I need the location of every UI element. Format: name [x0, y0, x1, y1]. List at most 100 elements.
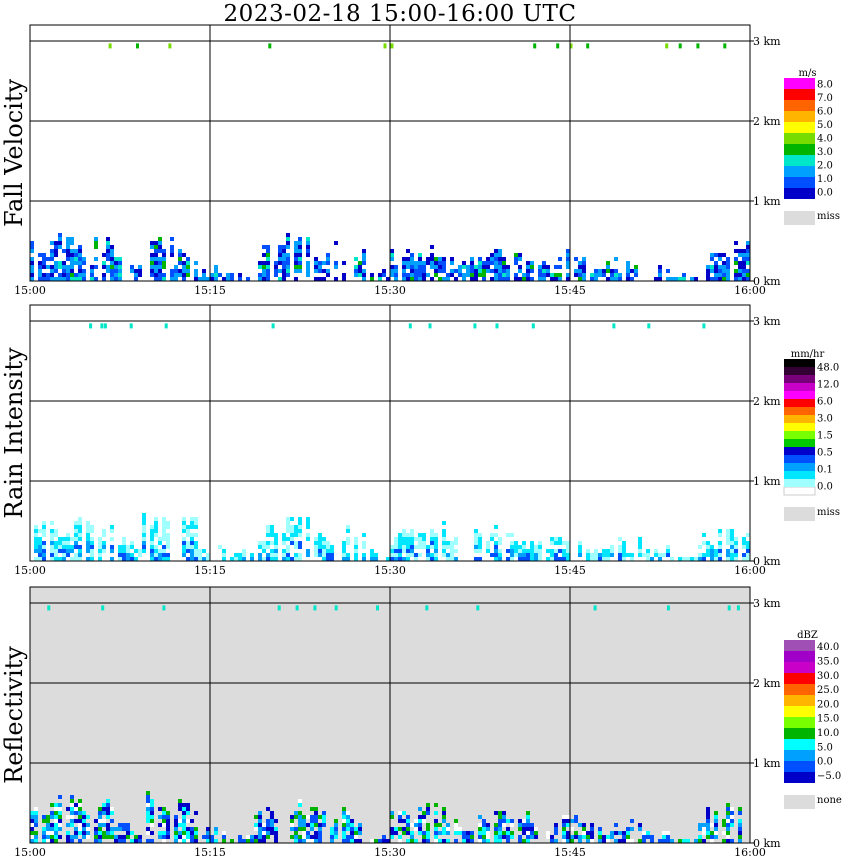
echo-cell: [66, 545, 70, 549]
echo-cell: [630, 269, 634, 273]
echo-cell: [706, 815, 710, 819]
colorbar-unit: m/s: [799, 68, 817, 79]
echo-cell: [278, 277, 282, 281]
echo-cell: [38, 545, 42, 549]
echo-cell: [554, 823, 558, 827]
echo-cell: [182, 261, 186, 265]
x-tick-label: 16:00: [734, 284, 766, 297]
echo-cell: [194, 517, 198, 521]
echo-cell: [130, 545, 134, 549]
echo-cell: [78, 245, 82, 249]
echo-cell: [594, 557, 598, 561]
echo-cell: [150, 557, 154, 561]
echo-cell: [150, 529, 154, 533]
echo-cell: [442, 261, 446, 265]
echo-cell: [38, 553, 42, 557]
echo-cell: [262, 245, 266, 249]
echo-cell: [286, 233, 290, 237]
echo-speck: [47, 605, 51, 611]
echo-cell: [274, 261, 278, 265]
echo-cell: [590, 277, 594, 281]
echo-cell: [458, 273, 462, 277]
echo-cell: [158, 549, 162, 553]
echo-cell: [110, 253, 114, 257]
echo-cell: [70, 835, 74, 839]
echo-cell: [518, 545, 522, 549]
echo-cell: [30, 823, 34, 827]
echo-cell: [94, 277, 98, 281]
echo-cell: [410, 839, 414, 843]
colorbar-label: 0.0: [817, 757, 833, 768]
echo-cell: [506, 273, 510, 277]
echo-cell: [422, 811, 426, 815]
echo-cell: [298, 553, 302, 557]
echo-cell: [578, 823, 582, 827]
echo-cell: [606, 261, 610, 265]
echo-cell: [258, 553, 262, 557]
echo-cell: [30, 835, 34, 839]
echo-cell: [154, 249, 158, 253]
echo-cell: [190, 831, 194, 835]
colorbar-swatch: [784, 728, 815, 739]
echo-cell: [150, 839, 154, 843]
colorbar-missing-swatch: [784, 507, 815, 521]
echo-cell: [34, 811, 38, 815]
echo-cell: [282, 553, 286, 557]
echo-cell: [414, 545, 418, 549]
echo-cell: [186, 261, 190, 265]
echo-cell: [318, 261, 322, 265]
echo-cell: [58, 819, 62, 823]
echo-cell: [578, 269, 582, 273]
echo-cell: [666, 277, 670, 281]
echo-cell: [514, 253, 518, 257]
echo-cell: [518, 823, 522, 827]
echo-cell: [526, 277, 530, 281]
echo-cell: [650, 839, 654, 843]
echo-cell: [294, 529, 298, 533]
echo-cell: [742, 553, 746, 557]
echo-cell: [66, 257, 70, 261]
echo-cell: [98, 839, 102, 843]
echo-cell: [134, 835, 138, 839]
echo-cell: [730, 823, 734, 827]
echo-cell: [426, 803, 430, 807]
echo-cell: [66, 541, 70, 545]
echo-cell: [74, 249, 78, 253]
echo-cell: [734, 257, 738, 261]
colorbar-missing-label: miss: [817, 507, 840, 518]
echo-cell: [274, 537, 278, 541]
colorbar-swatch: [784, 651, 815, 662]
echo-cell: [146, 815, 150, 819]
echo-cell: [570, 827, 574, 831]
echo-cell: [78, 811, 82, 815]
echo-cell: [150, 541, 154, 545]
echo-cell: [286, 525, 290, 529]
echo-cell: [274, 545, 278, 549]
echo-cell: [482, 261, 486, 265]
echo-cell: [406, 819, 410, 823]
echo-cell: [538, 277, 542, 281]
colorbar-label: 40.0: [817, 642, 839, 653]
echo-cell: [358, 831, 362, 835]
echo-cell: [186, 831, 190, 835]
echo-cell: [494, 549, 498, 553]
echo-cell: [50, 823, 54, 827]
echo-cell: [54, 819, 58, 823]
echo-cell: [698, 835, 702, 839]
echo-cell: [422, 277, 426, 281]
echo-cell: [546, 265, 550, 269]
echo-cell: [50, 529, 54, 533]
echo-cell: [178, 257, 182, 261]
echo-cell: [450, 541, 454, 545]
echo-cell: [58, 241, 62, 245]
echo-cell: [506, 827, 510, 831]
echo-cell: [482, 835, 486, 839]
echo-cell: [310, 819, 314, 823]
echo-cell: [522, 823, 526, 827]
echo-cell: [246, 835, 250, 839]
echo-cell: [42, 273, 46, 277]
colorbar-swatch: [784, 367, 815, 375]
echo-cell: [258, 277, 262, 281]
echo-cell: [46, 831, 50, 835]
echo-cell: [58, 245, 62, 249]
